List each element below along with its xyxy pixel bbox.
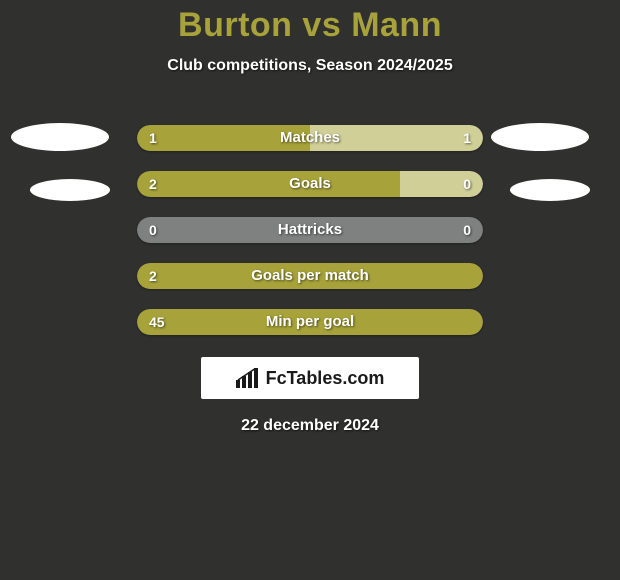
subtitle: Club competitions, Season 2024/2025 (0, 57, 620, 75)
stat-row: 00Hattricks (137, 217, 483, 243)
stat-label: Goals (137, 171, 483, 197)
stat-label: Goals per match (137, 263, 483, 289)
bar-chart-icon (236, 368, 260, 388)
title-player1: Burton (178, 6, 292, 44)
stat-row: 11Matches (137, 125, 483, 151)
title-player2: Mann (351, 6, 442, 44)
right-logo-ellipse (491, 123, 589, 151)
left-logo-ellipse (30, 179, 110, 201)
stat-row: 2Goals per match (137, 263, 483, 289)
brand-text: FcTables.com (266, 368, 385, 389)
left-logo-ellipse (11, 123, 109, 151)
stat-label: Hattricks (137, 217, 483, 243)
page-title: Burton vs Mann (0, 0, 620, 45)
stat-label: Matches (137, 125, 483, 151)
date-text: 22 december 2024 (0, 417, 620, 435)
stat-label: Min per goal (137, 309, 483, 335)
title-vs: vs (302, 6, 341, 44)
stat-row: 20Goals (137, 171, 483, 197)
stat-row: 45Min per goal (137, 309, 483, 335)
right-logo-ellipse (510, 179, 590, 201)
stats-chart: 11Matches 20Goals 00Hattricks 2Goals per ma… (137, 125, 483, 335)
brand-box[interactable]: FcTables.com (201, 357, 419, 399)
